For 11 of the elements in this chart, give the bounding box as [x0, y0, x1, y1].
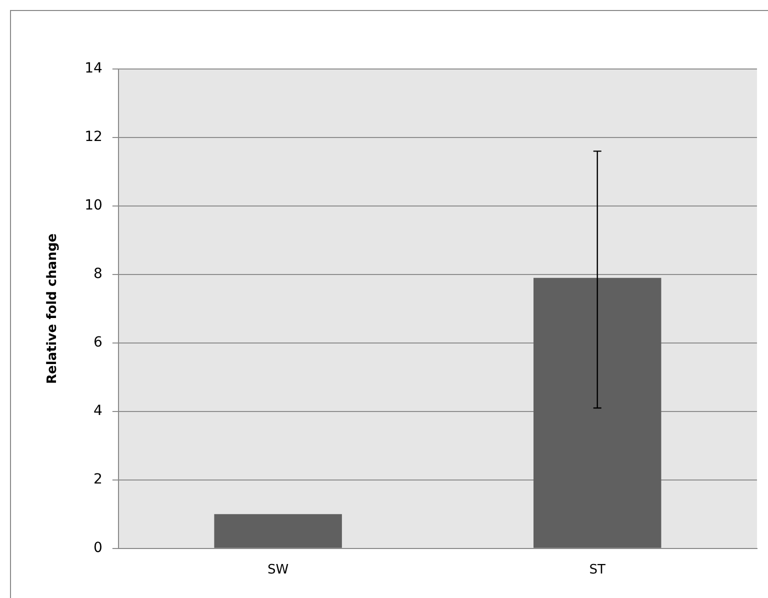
y-axis-title: Relative fold change — [45, 233, 60, 384]
y-tick-label: 8 — [93, 266, 102, 282]
x-tick-label: SW — [268, 562, 289, 578]
y-tick-label: 0 — [93, 540, 102, 556]
y-tick-label: 12 — [84, 129, 102, 146]
y-tick-label: 2 — [93, 472, 102, 488]
y-tick-label: 14 — [84, 60, 102, 77]
y-tick-label: 4 — [93, 403, 102, 420]
y-tick-label: 6 — [93, 334, 102, 351]
y-tick-label: 10 — [84, 198, 102, 214]
x-tick-label: ST — [589, 562, 606, 578]
